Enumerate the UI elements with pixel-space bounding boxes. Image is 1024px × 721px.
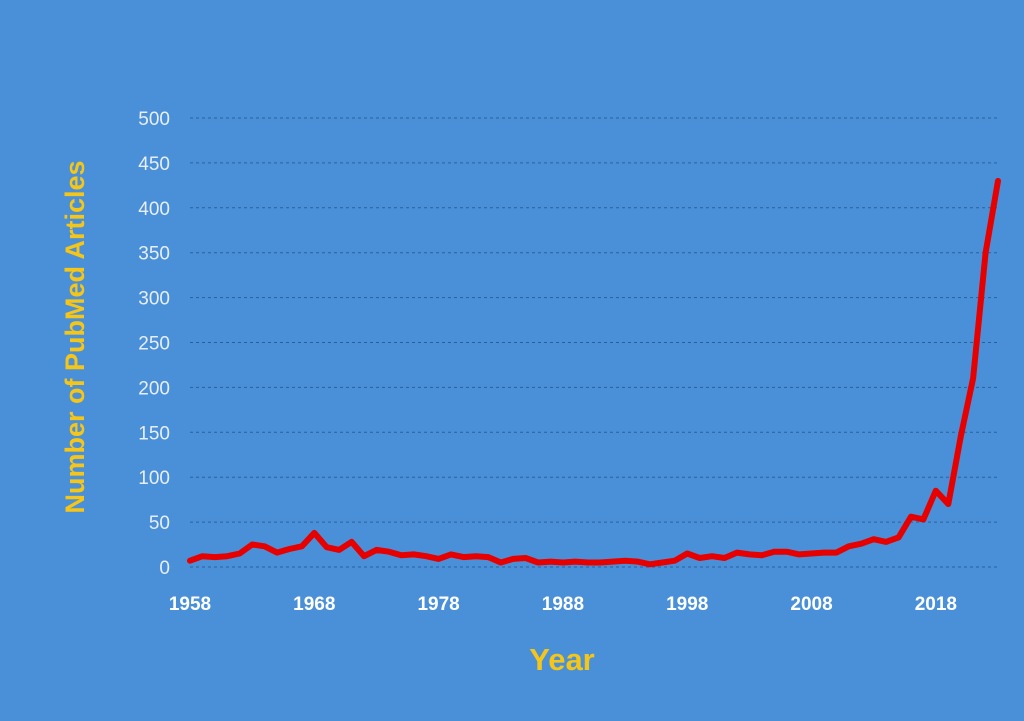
data-point [187,558,193,564]
x-tick-label: 1998 [666,594,708,615]
data-point [199,553,205,559]
data-point [523,555,529,561]
data-point [286,546,292,552]
data-point [510,556,516,562]
data-point [697,555,703,561]
y-tick-label: 400 [138,199,170,220]
data-point [833,550,839,556]
data-point [771,549,777,555]
data-point [548,559,553,565]
data-point [224,553,230,559]
data-point [896,534,902,540]
data-point [324,544,330,550]
data-point [622,558,628,564]
y-tick-label: 150 [138,423,170,444]
data-point [647,561,653,567]
y-tick-label: 300 [138,289,170,310]
data-point [983,250,989,256]
y-tick-label: 100 [138,468,170,489]
data-point [933,488,939,494]
data-point [784,549,790,555]
series-group [187,177,1001,568]
data-point [809,551,814,556]
data-point [734,550,740,556]
data-point [746,551,752,557]
data-point [361,553,367,559]
data-point [635,559,640,565]
data-point [796,551,802,557]
data-point [336,547,342,553]
data-point [498,560,504,565]
data-point [659,560,665,565]
x-tick-label: 1978 [417,594,459,615]
data-point [237,551,243,556]
data-point [398,552,404,558]
data-point [572,559,578,565]
data-point [908,514,914,520]
data-point [560,560,566,565]
y-axis-title: Number of PubMed Articles [60,160,90,513]
data-point [311,530,317,536]
y-tick-label: 500 [138,109,170,130]
data-point [945,501,951,507]
y-axis-ticks: 0 50 100 150 200 250 300 350 400 450 500 [138,109,170,579]
data-point [722,555,727,561]
data-point [684,551,690,556]
y-tick-label: 0 [159,558,170,579]
data-point [411,551,417,557]
x-tick-label: 1958 [169,594,211,615]
data-point [448,551,454,557]
data-point [535,560,541,565]
data-point [386,549,392,555]
y-tick-label: 50 [149,513,170,534]
y-tick-label: 250 [138,334,170,355]
data-point [858,541,864,547]
grid [190,117,998,568]
data-point [299,543,305,549]
data-point [473,553,479,559]
data-point [249,542,255,547]
data-point [970,375,976,381]
x-tick-label: 2008 [790,594,832,615]
data-point [585,560,591,565]
data-point [958,434,964,440]
x-tick-label: 1968 [293,594,335,615]
data-point [374,547,379,553]
data-point [995,178,1001,184]
data-point [423,553,429,559]
y-tick-label: 200 [138,378,170,399]
data-point [262,543,268,549]
x-axis-ticks: 1958 1968 1978 1988 1998 2008 2018 [169,594,957,615]
data-point [610,559,616,565]
y-tick-label: 350 [138,244,170,265]
data-point [920,516,926,522]
x-tick-label: 2018 [915,594,957,615]
data-point [212,554,218,560]
data-point [436,556,442,562]
data-point [461,554,466,560]
y-tick-label: 450 [138,154,170,175]
data-point [883,539,889,545]
x-tick-label: 1988 [542,594,584,615]
data-point [871,536,877,542]
data-point [274,550,280,556]
data-point [597,560,603,565]
data-point [821,550,827,556]
data-point [846,543,852,549]
x-axis-title: Year [529,642,595,677]
data-point [485,554,491,560]
data-point [709,553,715,559]
data-point [672,558,678,564]
data-point [349,539,355,545]
data-point [759,552,765,558]
